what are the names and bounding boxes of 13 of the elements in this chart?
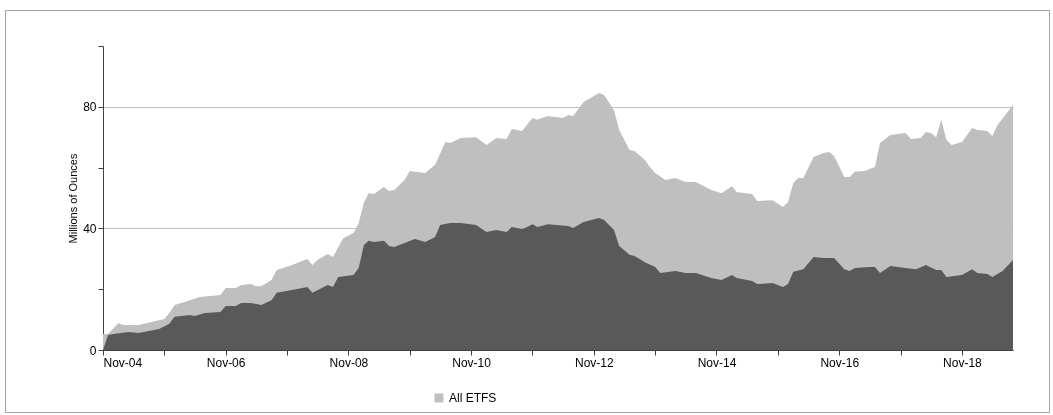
x-tick-label: Nov-14 [697,355,737,370]
x-tick-label: Nov-16 [820,355,860,370]
legend-label: All ETFS [449,391,497,405]
x-tick-label: Nov-06 [206,355,246,370]
y-tick-label: 40 [83,221,97,236]
x-tick-label: Nov-12 [575,355,615,370]
x-tick-label: Nov-04 [103,355,143,370]
y-axis-title: Millions of Ounces [67,153,80,244]
x-tick-label: Nov-18 [943,355,983,370]
y-tick-label: 80 [83,100,97,115]
y-tick-label: 0 [89,343,97,358]
x-tick-label: Nov-10 [452,355,492,370]
x-tick-label: Nov-08 [329,355,369,370]
